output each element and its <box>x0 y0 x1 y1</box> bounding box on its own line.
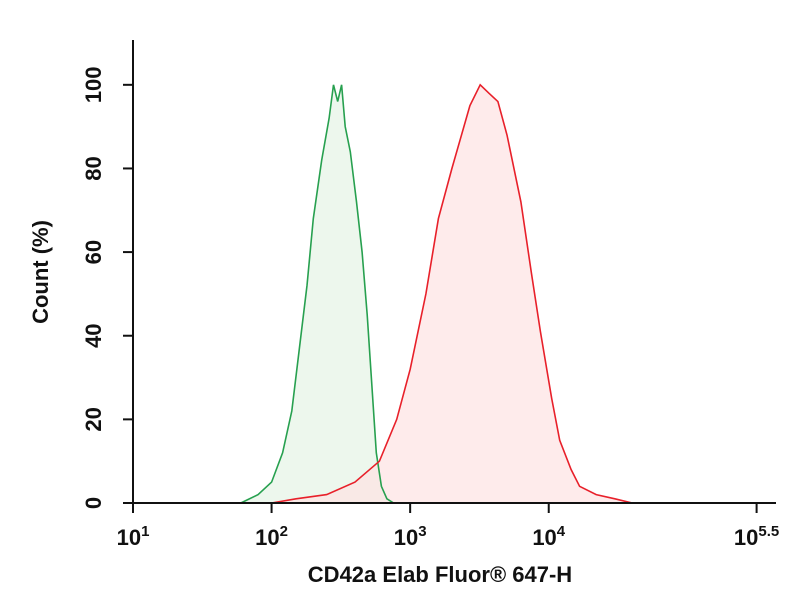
y-tick-label: 40 <box>81 323 106 347</box>
series-area <box>240 84 394 504</box>
y-tick-label: 0 <box>81 497 106 509</box>
y-tick-label: 100 <box>81 66 106 103</box>
x-tick-base: 10 <box>532 525 556 550</box>
x-tick-label: 105.5 <box>734 523 779 550</box>
x-tick-base: 10 <box>117 525 141 550</box>
x-axis-label: CD42a Elab Fluor® 647-H <box>308 562 572 587</box>
x-tick-base: 10 <box>394 525 418 550</box>
x-tick-base: 10 <box>255 525 279 550</box>
x-tick-label: 104 <box>532 523 565 550</box>
x-tick-label: 101 <box>117 523 150 550</box>
y-tick-label: 80 <box>81 156 106 180</box>
x-tick-exponent: 2 <box>280 523 288 540</box>
x-tick-exponent: 3 <box>418 523 426 540</box>
x-tick-label: 103 <box>394 523 427 550</box>
y-axis-label: Count (%) <box>28 220 53 324</box>
series-line <box>271 83 633 504</box>
y-tick-label: 60 <box>81 240 106 264</box>
x-tick-base: 10 <box>734 525 758 550</box>
x-tick-exponent: 4 <box>557 523 566 540</box>
x-tick-label: 102 <box>255 523 288 550</box>
x-tick-exponent: 1 <box>141 523 149 540</box>
series-area <box>271 84 633 504</box>
series-line <box>240 84 395 504</box>
x-tick-exponent: 5.5 <box>758 523 779 540</box>
y-tick-label: 20 <box>81 407 106 431</box>
